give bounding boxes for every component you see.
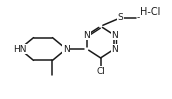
- Text: S: S: [117, 13, 123, 22]
- Text: N: N: [111, 31, 118, 40]
- Text: N: N: [83, 31, 90, 40]
- Text: -: -: [137, 13, 140, 22]
- Text: H-Cl: H-Cl: [140, 7, 161, 17]
- Text: Cl: Cl: [96, 67, 105, 76]
- Text: N: N: [111, 45, 118, 53]
- Text: HN: HN: [13, 45, 26, 53]
- Text: N: N: [63, 45, 70, 53]
